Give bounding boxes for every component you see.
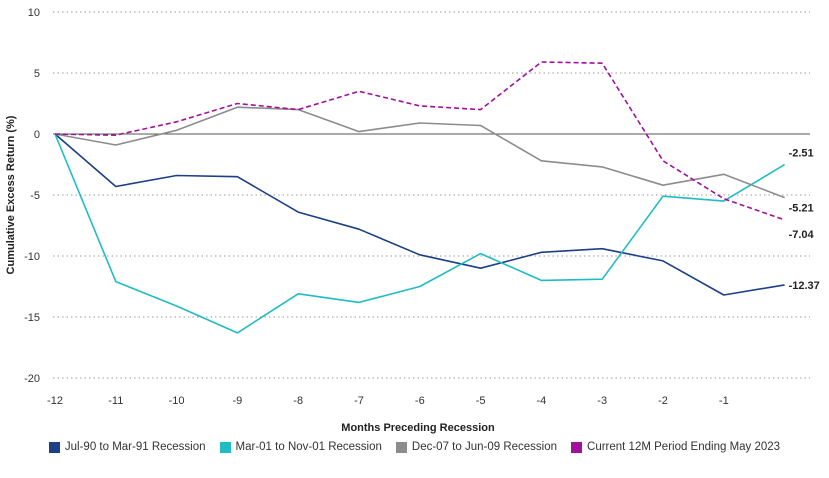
- data-label: -7.04: [789, 229, 815, 241]
- x-tick-label: -7: [354, 395, 364, 407]
- x-tick-label: -1: [719, 395, 729, 407]
- series-line-2: [54, 133, 786, 334]
- x-tick-label: -9: [233, 395, 243, 407]
- x-tick-label: -8: [293, 395, 303, 407]
- x-tick-label: -5: [476, 395, 486, 407]
- legend-item: Dec-07 to Jun-09 Recession: [395, 441, 558, 453]
- y-tick-label: -10: [24, 251, 40, 263]
- legend-label: Current 12M Period Ending May 2023: [587, 441, 781, 453]
- legend-item: Jul-90 to Mar-91 Recession: [48, 441, 206, 453]
- y-tick-label: 0: [34, 129, 40, 141]
- legend-swatch: [571, 441, 583, 453]
- x-tick-label: -10: [169, 395, 185, 407]
- x-tick-label: -11: [108, 395, 123, 407]
- x-tick-label: -3: [597, 395, 607, 407]
- series-line-4: [54, 61, 785, 221]
- legend-label: Jul-90 to Mar-91 Recession: [64, 441, 206, 453]
- legend-swatch: [395, 441, 407, 453]
- data-label: -5.21: [789, 203, 814, 215]
- x-tick-label: -2: [658, 395, 668, 407]
- series-line-1: [54, 133, 785, 296]
- y-tick-label: 10: [28, 7, 40, 19]
- x-tick-label: -12: [47, 395, 63, 407]
- x-tick-label: -4: [537, 395, 547, 407]
- legend-label: Dec-07 to Jun-09 Recession: [411, 441, 558, 453]
- x-tick-label: -6: [415, 395, 425, 407]
- legend-item: Current 12M Period Ending May 2023: [571, 441, 780, 453]
- data-label: -2.51: [789, 148, 814, 160]
- y-axis-title: Cumulative Excess Return (%): [5, 115, 17, 274]
- y-tick-label: -5: [30, 190, 40, 202]
- series-line-3: [54, 106, 785, 199]
- y-tick-label: -15: [24, 312, 40, 324]
- legend-swatch: [48, 441, 60, 453]
- y-tick-label: -20: [24, 373, 40, 385]
- legend-item: Mar-01 to Nov-01 Recession: [219, 441, 382, 453]
- data-label: -12.37: [789, 280, 820, 292]
- legend: Jul-90 to Mar-91 Recession Mar-01 to Nov-…: [0, 441, 829, 453]
- y-tick-label: 5: [34, 68, 40, 80]
- legend-label: Mar-01 to Nov-01 Recession: [235, 441, 382, 453]
- x-axis-title: Months Preceding Recession: [341, 422, 495, 434]
- legend-swatch: [219, 441, 231, 453]
